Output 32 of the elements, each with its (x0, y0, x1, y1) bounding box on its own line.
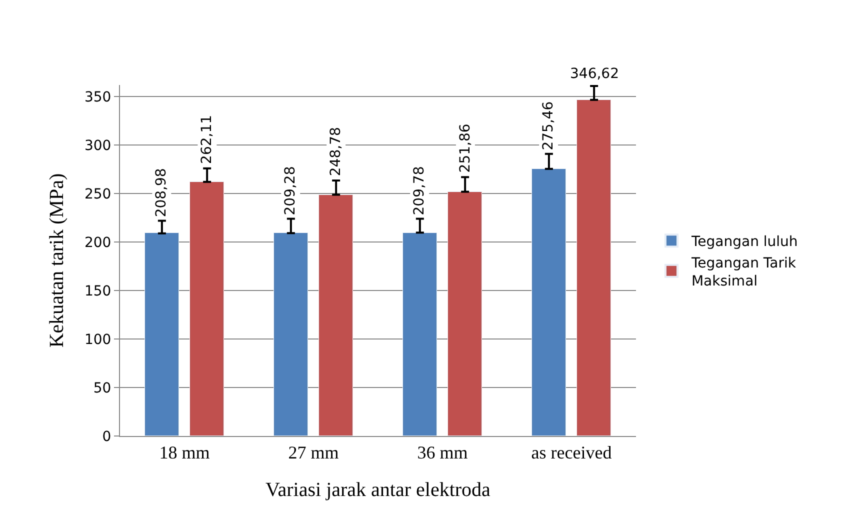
data-label: 209,78 (412, 166, 428, 216)
data-label: 346,62 (570, 66, 619, 82)
bar (144, 232, 179, 436)
y-tick-label: 350 (84, 90, 112, 106)
data-label: 251,86 (457, 124, 474, 173)
y-tick-label: 300 (84, 138, 112, 154)
x-tick-label: 27 mm (288, 442, 339, 463)
data-label: 248,78 (328, 127, 344, 176)
data-label: 275,46 (540, 101, 557, 150)
bar (402, 232, 437, 436)
x-axis-title: Variasi jarak antar elektroda (266, 479, 491, 502)
y-tick-label: 50 (93, 380, 112, 396)
y-tick-label: 250 (84, 186, 112, 202)
data-label: 208,98 (154, 168, 170, 218)
x-tick-label: 36 mm (417, 442, 468, 463)
bar (532, 168, 566, 436)
y-axis-title: Kekuatan tarik (MPa) (46, 173, 68, 348)
bar (318, 194, 353, 436)
bar (448, 192, 482, 436)
legend-label: Tegangan luluh (690, 234, 798, 250)
bar (190, 182, 224, 436)
legend-label: Tegangan Tarik Maksimal (690, 255, 797, 290)
data-label: 262,11 (199, 114, 216, 164)
x-tick-label: as received (531, 442, 612, 463)
y-tick-label: 100 (84, 332, 112, 348)
bar (274, 232, 308, 436)
y-tick-label: 0 (102, 428, 112, 445)
bar (576, 100, 611, 436)
data-label: 209,28 (282, 166, 299, 216)
x-tick-label: 18 mm (159, 442, 210, 463)
y-tick-label: 150 (84, 283, 112, 300)
y-tick-label: 200 (84, 234, 112, 251)
